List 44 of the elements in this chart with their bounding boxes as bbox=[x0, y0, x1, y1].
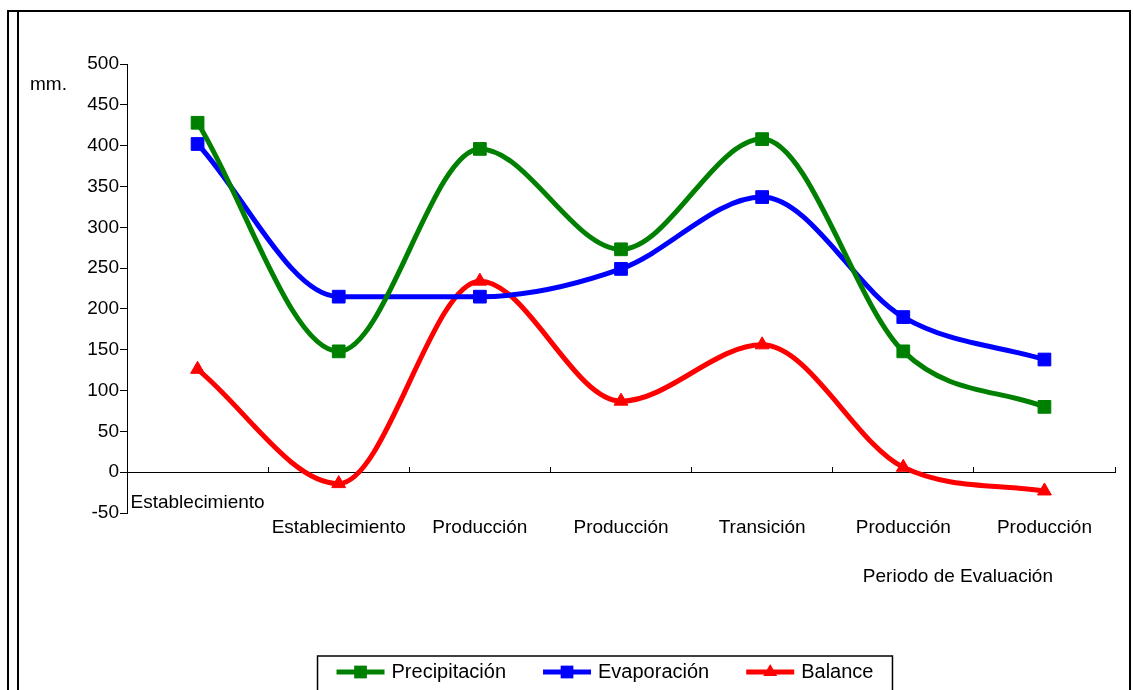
point bbox=[331, 344, 346, 359]
x-tick-label: Producción bbox=[432, 516, 528, 538]
y-tick-label: 400 bbox=[87, 133, 119, 155]
x-tick-label: Producción bbox=[573, 516, 669, 538]
point bbox=[896, 310, 911, 324]
point bbox=[755, 132, 770, 146]
y-tick-label: 250 bbox=[87, 256, 119, 278]
point bbox=[755, 190, 770, 204]
x-tick-label: Establecimiento bbox=[130, 490, 265, 512]
y-tick-label: 150 bbox=[87, 337, 119, 359]
point bbox=[472, 142, 487, 156]
y-tick-label: 350 bbox=[87, 174, 119, 196]
y-tick-label: 200 bbox=[87, 297, 119, 319]
y-tick-label: 50 bbox=[97, 419, 119, 441]
point bbox=[190, 360, 205, 374]
y-tick-label: 0 bbox=[108, 460, 119, 482]
x-tick-label: Producción bbox=[996, 516, 1092, 538]
point bbox=[613, 392, 629, 406]
y-axis-title: mm. bbox=[30, 73, 67, 95]
point bbox=[754, 336, 770, 350]
y-tick-label: 100 bbox=[87, 378, 119, 400]
point bbox=[1037, 482, 1052, 496]
point bbox=[1037, 400, 1052, 414]
point bbox=[1037, 352, 1052, 367]
x-tick-label: Establecimiento bbox=[271, 516, 406, 538]
y-tick-label: 450 bbox=[87, 93, 119, 115]
point bbox=[472, 272, 488, 286]
point bbox=[614, 242, 628, 257]
point bbox=[472, 289, 487, 304]
point bbox=[331, 475, 347, 489]
legend-label: Precipitación bbox=[391, 659, 507, 682]
x-axis-title: Periodo de Evaluación bbox=[862, 565, 1053, 587]
point bbox=[190, 115, 205, 130]
x-tick-label: Producción bbox=[855, 516, 951, 538]
legend-label: Balance bbox=[801, 659, 874, 682]
y-tick-label: -50 bbox=[91, 501, 119, 523]
x-tick-label: Transición bbox=[718, 516, 806, 538]
legend-label: Evaporación bbox=[598, 659, 710, 682]
point bbox=[331, 289, 346, 304]
point bbox=[896, 344, 911, 359]
y-tick-label: 500 bbox=[87, 52, 119, 74]
point bbox=[614, 262, 628, 276]
y-tick-label: 300 bbox=[87, 215, 119, 237]
point bbox=[190, 137, 205, 151]
